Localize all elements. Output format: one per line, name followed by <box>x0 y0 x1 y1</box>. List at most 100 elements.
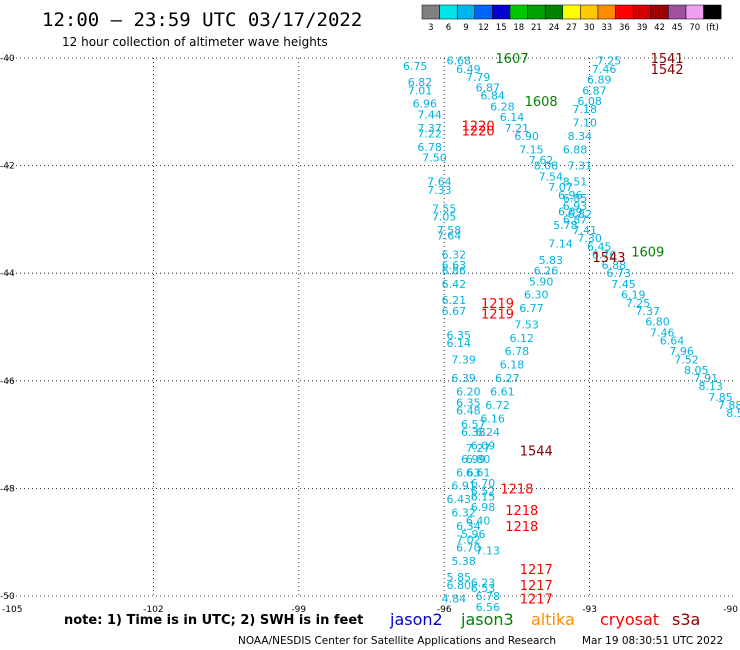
wave-height-value: 6.78 <box>417 141 442 154</box>
wave-height-value: 7.45 <box>611 278 636 291</box>
x-tick-label: -96 <box>437 605 452 615</box>
wave-height-value: 6.75 <box>403 60 428 73</box>
wave-height-value: 6.35 <box>446 329 471 342</box>
scale-label: 6 <box>446 23 451 33</box>
timestamp: Mar 19 08:30:51 UTC 2022 <box>582 635 723 647</box>
pass-time-label: 1541 <box>651 52 684 67</box>
wave-height-value: 6.84 <box>480 90 505 103</box>
wave-height-value: 6.80 <box>466 453 491 466</box>
wave-height-value: 6.80 <box>645 316 670 329</box>
wave-height-value: 6.27 <box>495 372 520 385</box>
wave-height-value: 6.56 <box>476 601 501 614</box>
wave-height-value: 6.87 <box>563 213 588 226</box>
wave-height-value: 7.22 <box>417 127 442 140</box>
scale-label: (ft) <box>706 23 719 33</box>
legend-jason3: jason3 <box>460 610 514 629</box>
wave-height-value: 7.46 <box>592 63 617 76</box>
wave-height-value: 8.5 <box>726 407 740 420</box>
scale-label: 15 <box>496 23 507 33</box>
wave-height-value: 7.13 <box>476 544 501 557</box>
wave-height-value: 7.50 <box>422 152 447 165</box>
wave-height-value: 7.85 <box>708 391 733 404</box>
y-tick-label: -46 <box>0 377 15 387</box>
pass-time-label: 1218 <box>500 482 533 497</box>
wave-height-value: 6.76 <box>592 248 617 261</box>
wave-height-value: 7.62 <box>529 154 554 167</box>
wave-height-value: 6.87 <box>476 82 501 95</box>
wave-height-value: 6.43 <box>446 493 471 506</box>
wave-height-value: 6.08 <box>577 95 602 108</box>
wave-height-value: 6.91 <box>451 480 476 493</box>
wave-height-value: 6.82 <box>568 208 593 221</box>
wave-height-value: 7.58 <box>437 224 462 237</box>
scale-swatch <box>544 4 564 20</box>
wave-height-value: 6.98 <box>471 501 496 514</box>
pass-time-label: 1220 <box>462 119 495 134</box>
legend-jason2: jason2 <box>389 610 443 629</box>
footnote: note: 1) Time is in UTC; 2) SWH is in fe… <box>64 613 363 628</box>
wave-height-value: 6.80 <box>446 579 471 592</box>
scale-swatch <box>421 4 440 20</box>
wave-height-value: 6.90 <box>514 130 539 143</box>
wave-height-value: 6.14 <box>446 337 471 350</box>
wave-height-value: 6.93 <box>563 200 588 213</box>
wave-height-value: 7.25 <box>626 297 651 310</box>
pass-time-label: 1217 <box>520 563 553 578</box>
wave-height-value: 6.85 <box>563 192 588 205</box>
wave-height-value: 7.33 <box>427 184 452 197</box>
scale-swatch <box>492 4 511 20</box>
wave-height-value: 6.68 <box>446 55 471 68</box>
wave-height-value: 6.24 <box>476 426 501 439</box>
wave-height-value: 6.70 <box>456 542 481 555</box>
wave-height-value: 8.34 <box>568 130 593 143</box>
scale-label: 21 <box>531 23 542 33</box>
scale-swatch <box>668 4 687 20</box>
wave-height-value: 7.96 <box>669 345 694 358</box>
wave-height-value: 6.38 <box>461 426 486 439</box>
scale-swatch <box>527 4 546 20</box>
wave-height-value: 7.30 <box>577 232 602 245</box>
x-tick-label: -93 <box>582 605 597 615</box>
pass-time-label: 1543 <box>592 251 625 266</box>
pass-time-label: 1220 <box>462 125 495 140</box>
y-tick-label: -44 <box>0 269 15 279</box>
wave-height-value: 6.19 <box>621 289 646 302</box>
wave-height-value: 6.49 <box>456 63 481 76</box>
wave-height-value: 6.77 <box>519 302 544 315</box>
pass-time-label: 1218 <box>505 504 538 519</box>
wave-height-value: 7.55 <box>432 203 457 216</box>
x-tick-label: -99 <box>291 605 306 615</box>
wave-height-value: 7.44 <box>417 108 442 121</box>
scale-label: 42 <box>654 23 665 33</box>
scale-label: 33 <box>601 23 612 33</box>
scale-swatch <box>685 4 704 20</box>
wave-height-value: 6.12 <box>509 332 534 345</box>
legend-s3a: s3a <box>672 610 700 629</box>
wave-height-value: 7.10 <box>573 117 598 130</box>
scale-label: 27 <box>566 23 577 33</box>
wave-height-value: 6.28 <box>490 100 515 113</box>
scale-label: 9 <box>463 23 468 33</box>
x-tick-label: -90 <box>723 605 738 615</box>
wave-height-value: 6.15 <box>471 490 496 503</box>
wave-height-value: 7.15 <box>519 143 544 156</box>
wave-height-value: 6.89 <box>587 74 612 87</box>
x-tick-label: -102 <box>143 605 163 615</box>
wave-height-value: 7.37 <box>636 305 661 318</box>
pass-time-label: 1219 <box>481 297 514 312</box>
wave-height-value: 6.23 <box>471 577 496 590</box>
y-tick-label: -48 <box>0 484 15 494</box>
pass-time-label: 1219 <box>481 308 514 323</box>
pass-time-label: 1542 <box>651 63 684 78</box>
wave-height-value: 7.46 <box>650 326 675 339</box>
wave-height-value: 7.91 <box>694 372 719 385</box>
scale-swatch <box>509 4 528 20</box>
x-tick-label: -105 <box>2 605 22 615</box>
wave-height-value: 6.39 <box>451 372 476 385</box>
wave-height-value: 6.35 <box>456 396 481 409</box>
pass-time-label: 1609 <box>631 246 664 261</box>
wave-height-value: 6.78 <box>476 590 501 603</box>
wave-height-value: 7.64 <box>427 176 452 189</box>
wave-height-value: 6.89 <box>558 205 583 218</box>
